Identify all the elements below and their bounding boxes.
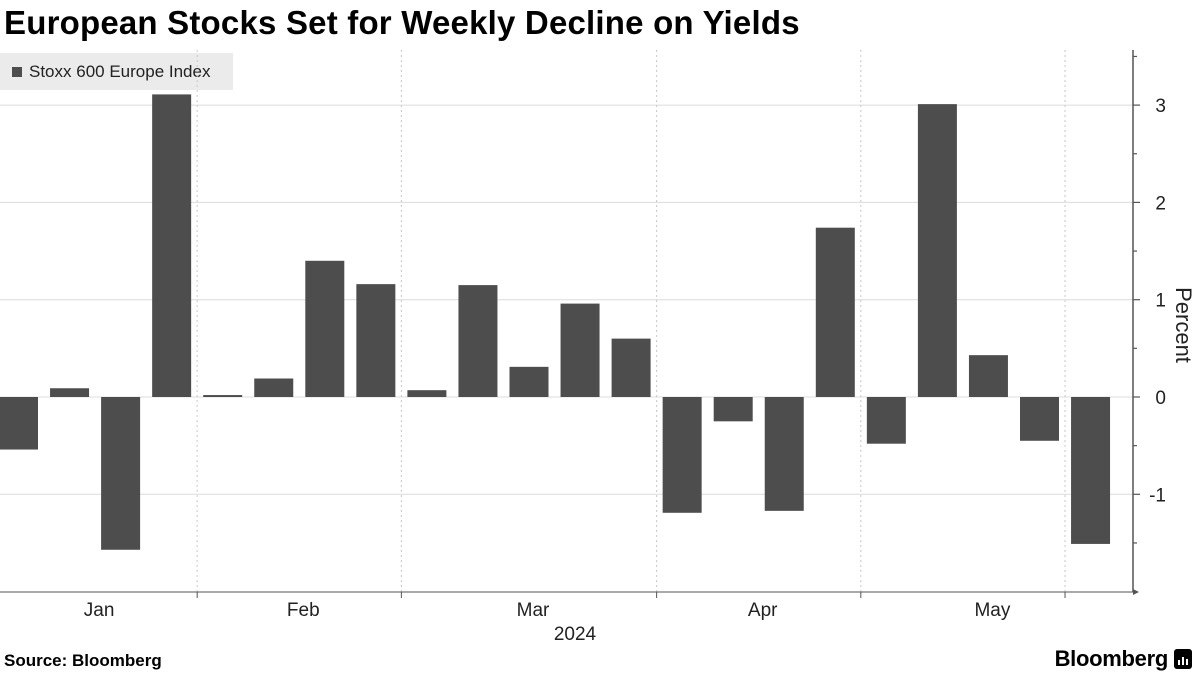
bar xyxy=(815,227,855,397)
bar xyxy=(611,338,651,397)
x-tick-label: Mar xyxy=(517,600,550,621)
y-tick-label: -1 xyxy=(1149,485,1166,506)
bar-layer xyxy=(0,94,1111,550)
legend-label: Stoxx 600 Europe Index xyxy=(29,61,211,81)
bar xyxy=(764,397,804,511)
y-axis-title: Percent xyxy=(1171,287,1196,363)
bar xyxy=(458,285,498,397)
bar xyxy=(50,388,90,397)
axis-layer: -1 0 1 2 3 Percent Jan Feb Mar Apr May 2024 xyxy=(0,50,1196,645)
x-tick-label: Jan xyxy=(84,600,115,621)
bar xyxy=(101,397,141,550)
bar xyxy=(254,378,294,397)
bar xyxy=(560,303,600,397)
bar xyxy=(407,390,447,397)
y-tick-label: 1 xyxy=(1155,291,1166,312)
bar xyxy=(0,397,38,450)
chart-title: European Stocks Set for Weekly Decline o… xyxy=(4,4,800,41)
bar xyxy=(305,260,345,397)
bar xyxy=(917,104,957,397)
legend: Stoxx 600 Europe Index xyxy=(0,53,233,90)
bar xyxy=(713,397,753,422)
y-tick-label: 2 xyxy=(1155,193,1166,214)
bar xyxy=(203,395,243,397)
y-tick-label: 0 xyxy=(1155,388,1166,409)
x-axis-arrow xyxy=(1133,589,1139,595)
bar xyxy=(968,355,1008,397)
legend-swatch xyxy=(12,66,22,77)
bloomberg-terminal-icon xyxy=(1174,649,1192,669)
bar xyxy=(152,94,192,397)
x-tick-label: Feb xyxy=(287,600,320,621)
x-year-label: 2024 xyxy=(554,624,597,645)
bar xyxy=(509,366,549,397)
x-tick-label: May xyxy=(974,600,1010,621)
brand-name: Bloomberg xyxy=(1054,646,1169,671)
y-tick-label: 3 xyxy=(1155,96,1166,117)
bar xyxy=(662,397,702,513)
x-tick-label: Apr xyxy=(748,600,778,621)
source-note: Source: Bloomberg xyxy=(4,651,162,670)
brand-logo: Bloomberg xyxy=(1055,646,1192,672)
bar xyxy=(1020,397,1059,441)
bar xyxy=(356,284,396,397)
bar xyxy=(1071,397,1111,544)
bar xyxy=(866,397,906,444)
